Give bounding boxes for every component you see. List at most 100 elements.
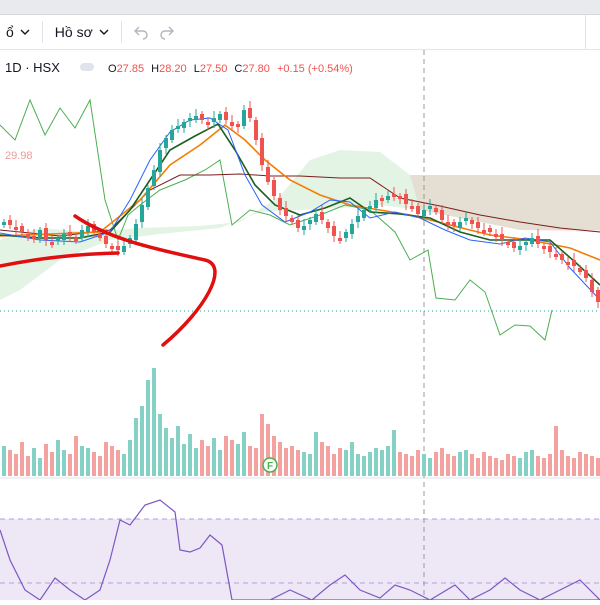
candlesticks: [2, 101, 600, 308]
candle-body: [290, 218, 294, 222]
candle-body: [68, 232, 72, 236]
candle-body: [578, 268, 582, 272]
candle-body: [476, 222, 480, 228]
dividend-marker[interactable]: F: [262, 457, 278, 473]
volume-bar: [380, 450, 384, 476]
volume-bar: [440, 448, 444, 476]
volume-bar: [392, 430, 396, 476]
volume-bar: [158, 414, 162, 476]
candle-body: [596, 290, 600, 302]
annotation-stroke-line[interactable]: [0, 251, 120, 268]
layout-dropdown[interactable]: ổ: [0, 19, 36, 45]
volume-bar: [344, 450, 348, 476]
candle-body: [278, 198, 282, 210]
volume-bar: [416, 450, 420, 476]
volume-bar: [428, 458, 432, 476]
legend-c-label: C: [234, 63, 242, 75]
volume-bar: [476, 458, 480, 476]
candle-body: [296, 220, 300, 228]
redo-button[interactable]: [154, 19, 180, 45]
volume-bar: [68, 454, 72, 476]
candle-body: [302, 226, 306, 230]
volume-bar: [314, 432, 318, 476]
candle-body: [284, 208, 288, 216]
legend-o-value: 27.85: [117, 63, 145, 75]
candle-body: [368, 206, 372, 209]
legend-visibility-toggle[interactable]: [80, 63, 94, 71]
candle-body: [392, 194, 396, 197]
candle-body: [230, 122, 234, 126]
volume-bar: [590, 456, 594, 476]
volume-bar: [362, 456, 366, 476]
volume-bar: [80, 446, 84, 476]
chevron-down-icon: [99, 29, 109, 35]
volume-bar: [512, 456, 516, 476]
volume-bar: [596, 458, 600, 476]
volume-bars: [2, 368, 600, 476]
candle-body: [110, 246, 114, 249]
volume-bar: [38, 458, 42, 476]
candle-body: [566, 262, 570, 265]
volume-bar: [56, 440, 60, 476]
candle-body: [260, 138, 264, 165]
eye-icon: [80, 63, 94, 71]
volume-bar: [218, 450, 222, 476]
candle-body: [416, 206, 420, 214]
volume-bar: [284, 448, 288, 476]
volume-bar: [308, 454, 312, 476]
volume-bar: [230, 440, 234, 476]
candle-body: [344, 232, 348, 238]
candle-body: [104, 236, 108, 244]
profile-dropdown[interactable]: Hồ sơ: [49, 19, 115, 45]
candle-body: [266, 167, 270, 182]
legend-h-value: 28.20: [159, 63, 187, 75]
candle-body: [218, 114, 222, 120]
volume-bar: [188, 434, 192, 476]
volume-bar: [146, 380, 150, 476]
toolbar-divider: [120, 21, 122, 43]
candle-body: [500, 234, 504, 240]
candle-body: [446, 222, 450, 225]
volume-bar: [446, 454, 450, 476]
volume-bar: [368, 452, 372, 476]
volume-bar: [398, 452, 402, 476]
volume-bar: [296, 450, 300, 476]
volume-bar: [32, 448, 36, 476]
candle-body: [518, 246, 522, 250]
candle-body: [20, 226, 24, 232]
candle-body: [380, 198, 384, 201]
candle-body: [488, 228, 492, 232]
volume-bar: [464, 450, 468, 476]
candle-body: [188, 118, 192, 121]
candle-body: [428, 206, 432, 209]
candle-body: [464, 218, 468, 221]
candle-body: [470, 220, 474, 224]
volume-bar: [236, 444, 240, 476]
candle-body: [134, 224, 138, 240]
chart-area[interactable]: 1D · HSX O27.85 H28.20 L27.50 C27.80 +0.…: [0, 50, 600, 601]
candle-body: [584, 270, 588, 278]
layout-dropdown-label: ổ: [6, 24, 14, 40]
volume-bar: [578, 452, 582, 476]
undo-button[interactable]: [128, 19, 154, 45]
volume-bar: [404, 454, 408, 476]
legend-o-label: O: [108, 63, 117, 75]
chart-canvas[interactable]: 1D · HSX O27.85 H28.20 L27.50 C27.80 +0.…: [0, 50, 600, 601]
candle-body: [386, 196, 390, 200]
volume-bar: [128, 440, 132, 476]
volume-bar: [422, 454, 426, 476]
volume-bar: [530, 450, 534, 476]
candle-body: [32, 236, 36, 239]
candle-body: [164, 138, 168, 148]
volume-bar: [494, 458, 498, 476]
candle-body: [212, 118, 216, 122]
volume-bar: [470, 454, 474, 476]
volume-bar: [374, 448, 378, 476]
candle-body: [236, 124, 240, 127]
candle-body: [572, 260, 576, 266]
candle-body: [14, 227, 18, 230]
volume-bar: [2, 446, 6, 476]
annotation-stroke-arrow[interactable]: [73, 214, 217, 347]
volume-bar: [224, 436, 228, 476]
volume-bar: [20, 442, 24, 476]
